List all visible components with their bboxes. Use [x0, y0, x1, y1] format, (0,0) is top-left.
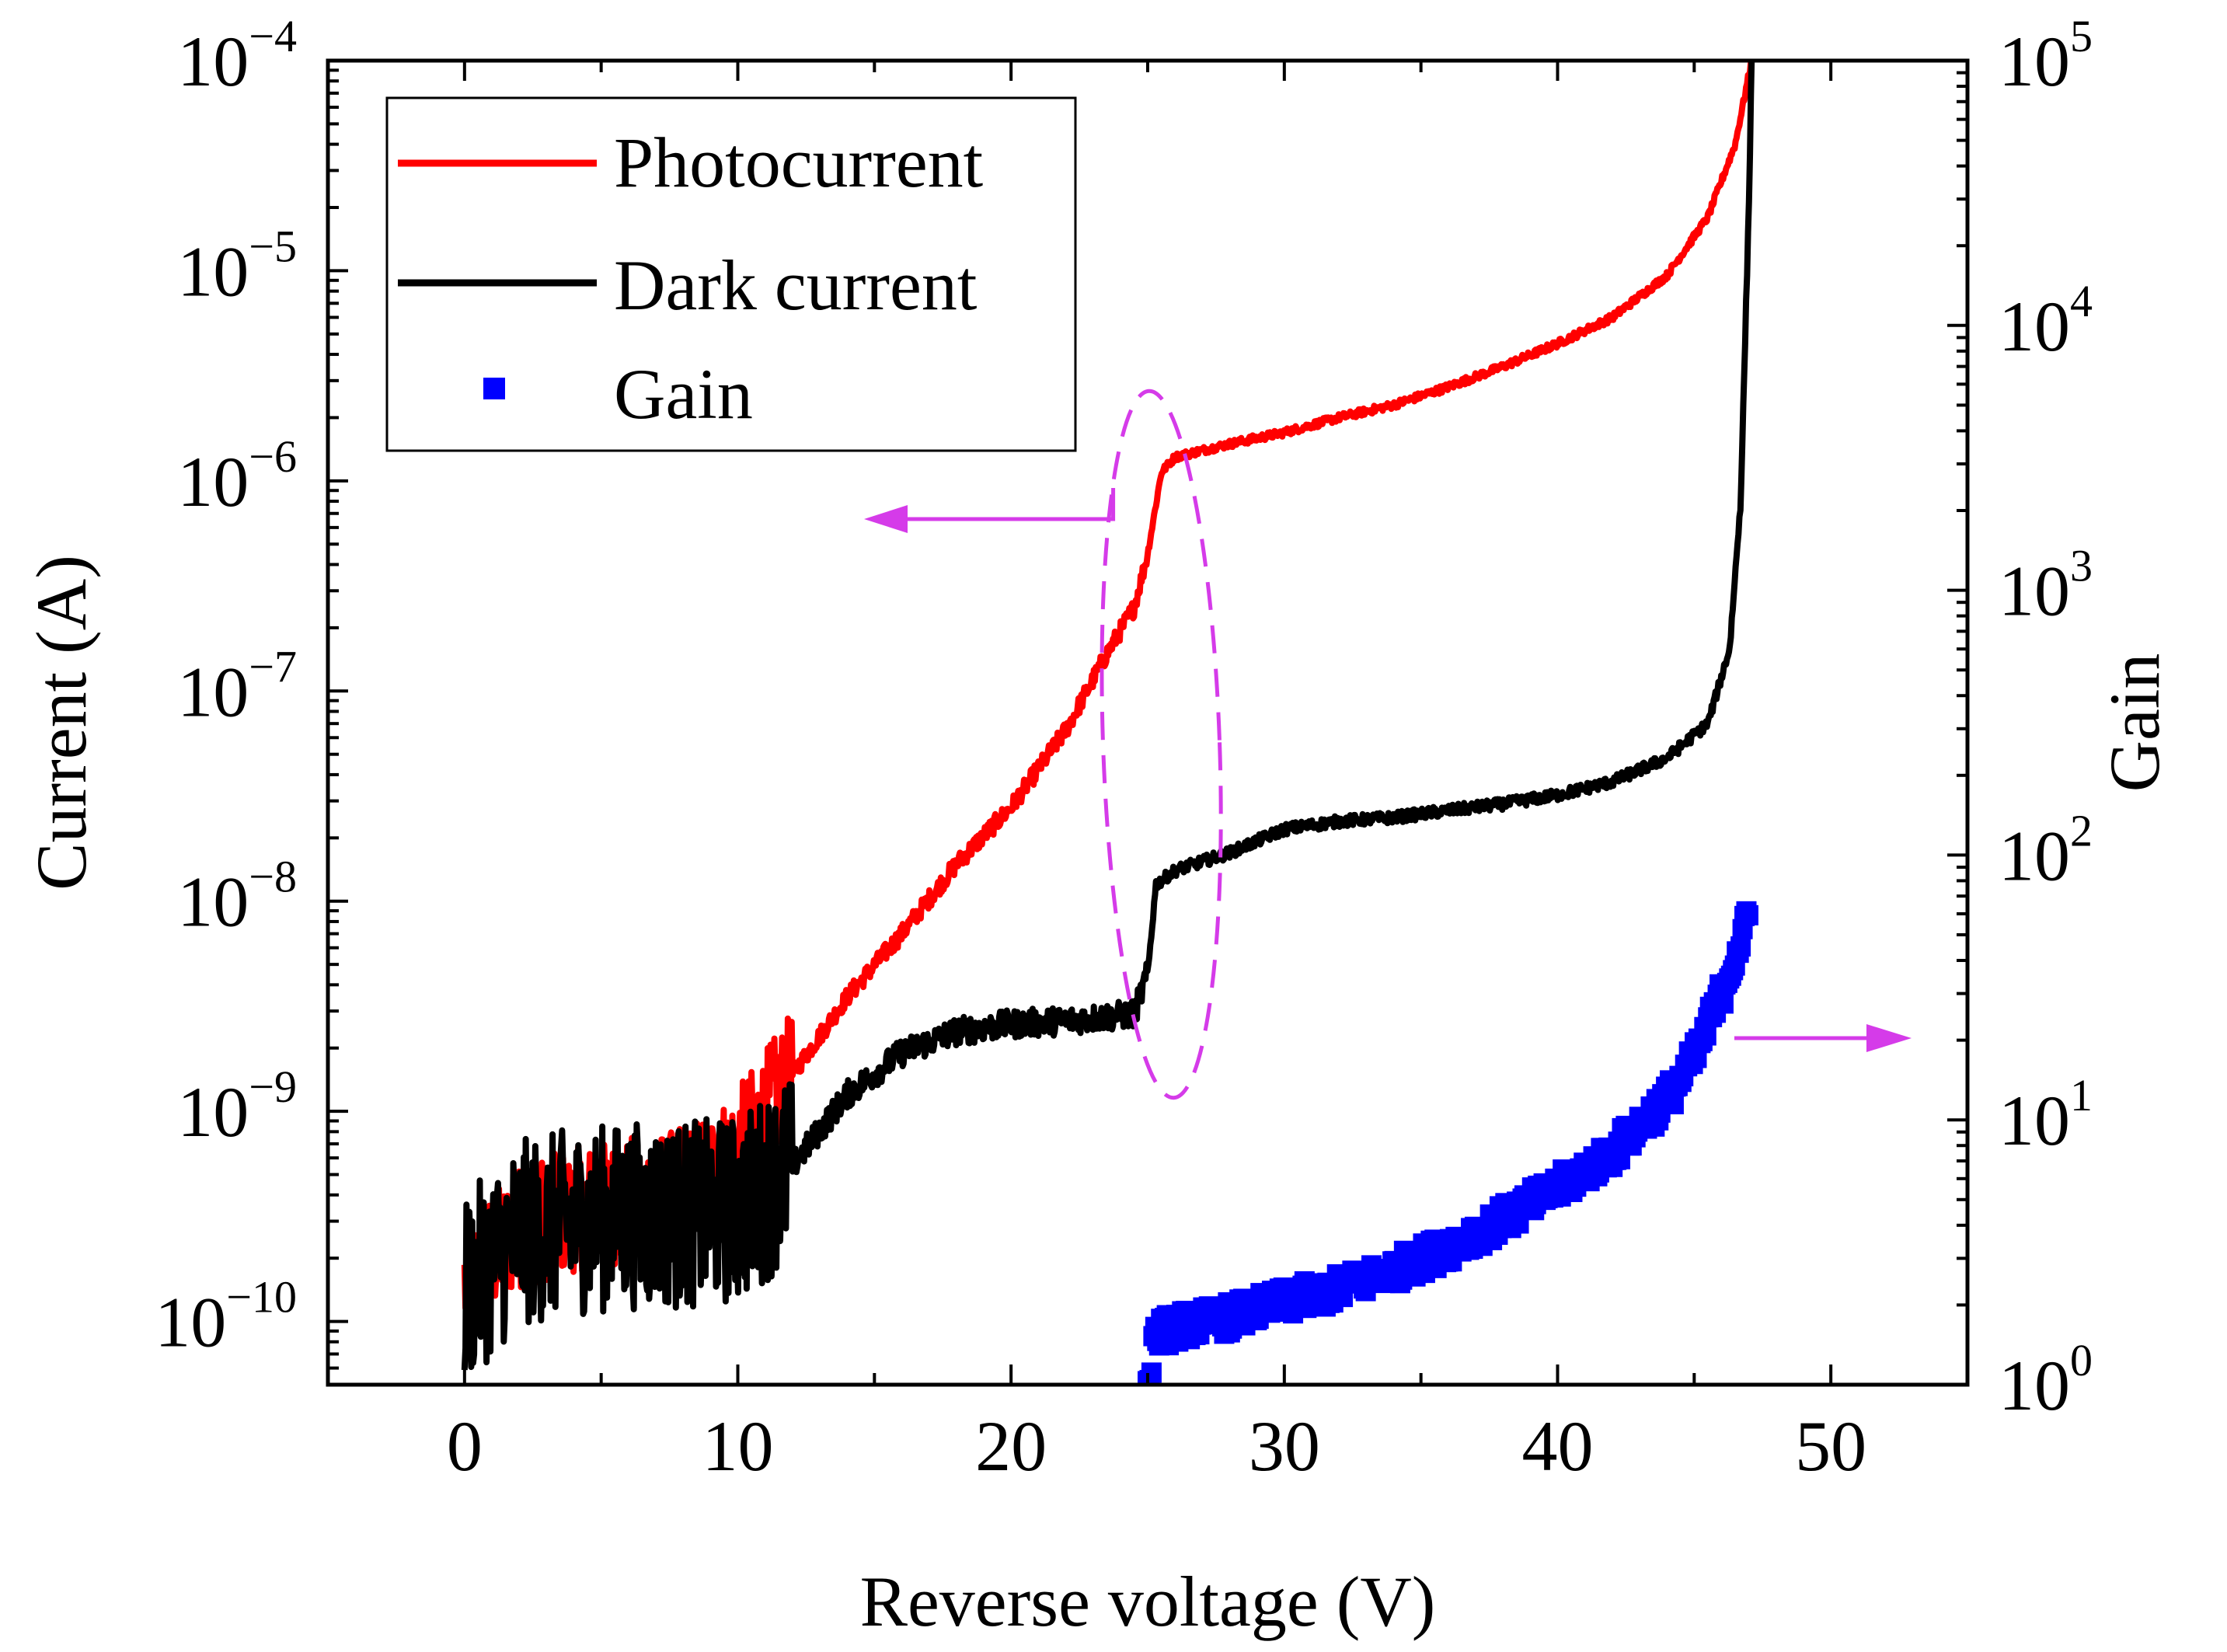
annotation-layer	[864, 389, 1912, 1100]
y-axis-right-title: Gain	[2095, 653, 2174, 793]
x-axis-title: Reverse voltage (V)	[860, 1562, 1436, 1641]
series-layer	[461, 61, 1758, 1385]
y-right-tick-label: 102	[1999, 805, 2093, 895]
x-tick-label: 0	[447, 1406, 483, 1486]
gain-point	[1141, 1362, 1162, 1383]
legend: Photocurrent Dark current Gain	[385, 96, 1077, 452]
legend-dark-current-label: Dark current	[614, 246, 978, 325]
y-left-tick-label: 10−7	[177, 641, 297, 731]
x-tick-label: 10	[702, 1406, 774, 1486]
gain-point	[1713, 993, 1734, 1014]
gain-point	[1737, 904, 1758, 925]
y-left-tick-label: 10−6	[177, 431, 297, 521]
legend-gain-marker	[483, 378, 505, 399]
y-right-tick-label: 103	[1999, 541, 2093, 631]
y-right-tick-label: 105	[1999, 11, 2093, 101]
x-tick-label: 50	[1795, 1406, 1866, 1486]
y-left-tick-label: 10−4	[177, 11, 297, 101]
x-tick-label: 30	[1249, 1406, 1320, 1486]
gain-point	[1696, 1025, 1716, 1046]
y-left-tick-label: 10−5	[177, 221, 297, 311]
y-right-tick-label: 100	[1999, 1335, 2093, 1425]
gain-point	[1663, 1094, 1684, 1115]
y-left-tick-label: 10−9	[177, 1061, 297, 1152]
legend-gain-label: Gain	[614, 354, 753, 434]
y-axis-left-title: Current (A)	[22, 555, 101, 890]
right-arrow-head	[1866, 1024, 1912, 1052]
left-arrow-line	[894, 488, 1116, 521]
legend-photocurrent-label: Photocurrent	[614, 123, 984, 202]
gain-markers	[1138, 901, 1758, 1385]
highlight-ellipse	[1100, 389, 1223, 1100]
y-left-tick-label: 10−8	[177, 852, 297, 942]
y-right-tick-label: 104	[1999, 276, 2093, 366]
x-tick-label: 40	[1522, 1406, 1594, 1486]
y-right-tick-label: 101	[1999, 1070, 2093, 1160]
gain-point	[1730, 936, 1751, 957]
left-arrow-head	[864, 505, 908, 533]
dark-current-line	[461, 61, 1755, 1371]
y-left-tick-label: 10−10	[155, 1272, 297, 1362]
x-tick-label: 20	[975, 1406, 1047, 1486]
axes-layer: 0 10 20 30 40 50 10−10 10−9 10−8 10−7 10−6 10−5 10−4…	[155, 11, 2093, 1486]
